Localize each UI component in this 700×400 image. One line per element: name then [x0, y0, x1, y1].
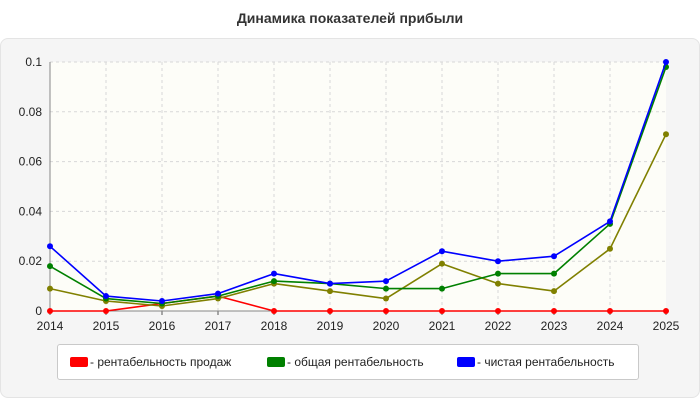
x-tick-label: 2014: [37, 319, 64, 333]
legend-item-sales-margin: - рентабельность продаж: [70, 354, 231, 370]
data-point: [103, 293, 109, 300]
data-point: [663, 131, 669, 138]
data-point: [663, 59, 669, 65]
legend-swatch-red: [70, 357, 88, 367]
series-line-1: [49, 133, 667, 307]
data-point: [495, 270, 501, 277]
data-point: [439, 308, 445, 314]
y-tick-label: 0.08: [19, 105, 43, 119]
y-tick-label: 0: [35, 304, 42, 318]
data-point: [271, 270, 277, 277]
x-tick-label: 2020: [373, 319, 400, 333]
data-point: [439, 260, 445, 267]
x-tick-label: 2016: [149, 319, 176, 333]
data-point: [327, 288, 333, 295]
chart-title: Динамика показателей прибыли: [236, 10, 464, 26]
legend-swatch-blue: [457, 357, 475, 367]
data-point: [607, 245, 613, 252]
data-point: [663, 308, 669, 314]
x-tick-label: 2015: [93, 319, 120, 333]
y-tick-label: 0.1: [25, 55, 42, 69]
legend-label: - общая рентабельность: [287, 355, 424, 369]
legend-item-net-margin: - чистая рентабельность: [457, 354, 614, 370]
data-point: [103, 308, 109, 314]
plot-area: [50, 62, 666, 311]
data-point: [47, 308, 53, 314]
legend-label: - рентабельность продаж: [90, 355, 232, 369]
data-point: [383, 285, 389, 292]
legend-label: - чистая рентабельность: [477, 355, 615, 369]
data-point: [159, 298, 165, 305]
x-tick-label: 2021: [429, 319, 456, 333]
data-point: [607, 218, 613, 225]
data-point: [607, 308, 613, 314]
data-point: [383, 308, 389, 314]
x-tick-label: 2023: [541, 319, 568, 333]
data-point: [551, 308, 557, 314]
data-point: [439, 285, 445, 292]
x-tick-label: 2017: [205, 319, 232, 333]
data-point: [271, 308, 277, 314]
data-point: [47, 263, 53, 270]
x-tick-label: 2019: [317, 319, 344, 333]
data-point: [215, 290, 221, 297]
data-point: [47, 243, 53, 250]
y-tick-label: 0.02: [19, 254, 43, 268]
legend-item-total-margin: - общая рентабельность: [267, 354, 424, 370]
legend-swatch-green: [267, 357, 285, 367]
data-point: [383, 278, 389, 285]
data-point: [47, 285, 53, 292]
x-tick-label: 2025: [653, 319, 680, 333]
data-point: [327, 280, 333, 287]
series-line-3: [49, 61, 667, 302]
data-point: [495, 280, 501, 287]
data-point: [551, 270, 557, 277]
series-line-2: [49, 66, 667, 305]
x-tick-label: 2022: [485, 319, 512, 333]
data-point: [551, 253, 557, 260]
y-tick-label: 0.06: [19, 155, 43, 169]
chart-legend: - рентабельность продаж - общая рентабел…: [57, 344, 639, 380]
y-tick-label: 0.04: [19, 204, 43, 218]
data-point: [383, 295, 389, 302]
data-point: [271, 278, 277, 285]
x-tick-label: 2024: [597, 319, 624, 333]
data-point: [495, 258, 501, 265]
data-point: [551, 288, 557, 295]
data-point: [327, 308, 333, 314]
data-point: [495, 308, 501, 314]
x-tick-label: 2018: [261, 319, 288, 333]
data-point: [439, 248, 445, 255]
